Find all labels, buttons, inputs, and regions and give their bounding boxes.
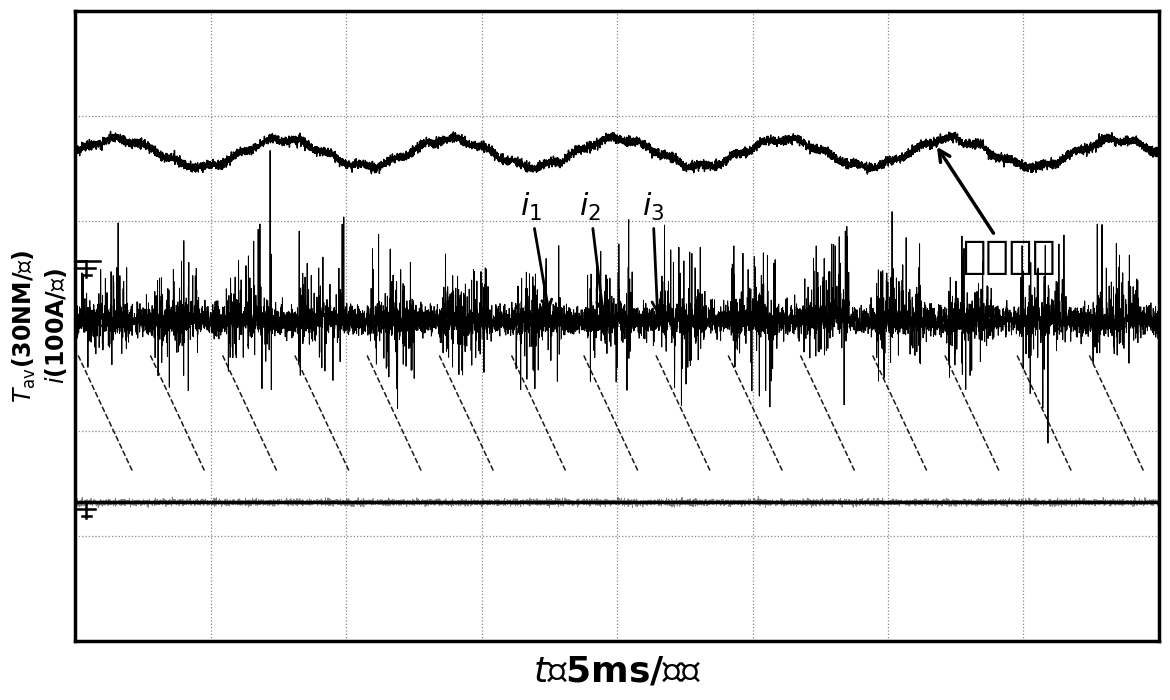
Text: $i_2$: $i_2$ bbox=[579, 191, 607, 312]
Y-axis label: $T_{\rm av}$(30NM/格)
$i$(100A/格): $T_{\rm av}$(30NM/格) $i$(100A/格) bbox=[11, 249, 69, 402]
Text: 平均转矩: 平均转矩 bbox=[940, 150, 1057, 276]
Text: $i_1$: $i_1$ bbox=[519, 191, 552, 310]
Text: $i_3$: $i_3$ bbox=[641, 191, 663, 312]
X-axis label: $t$（5ms/格）: $t$（5ms/格） bbox=[532, 655, 702, 689]
